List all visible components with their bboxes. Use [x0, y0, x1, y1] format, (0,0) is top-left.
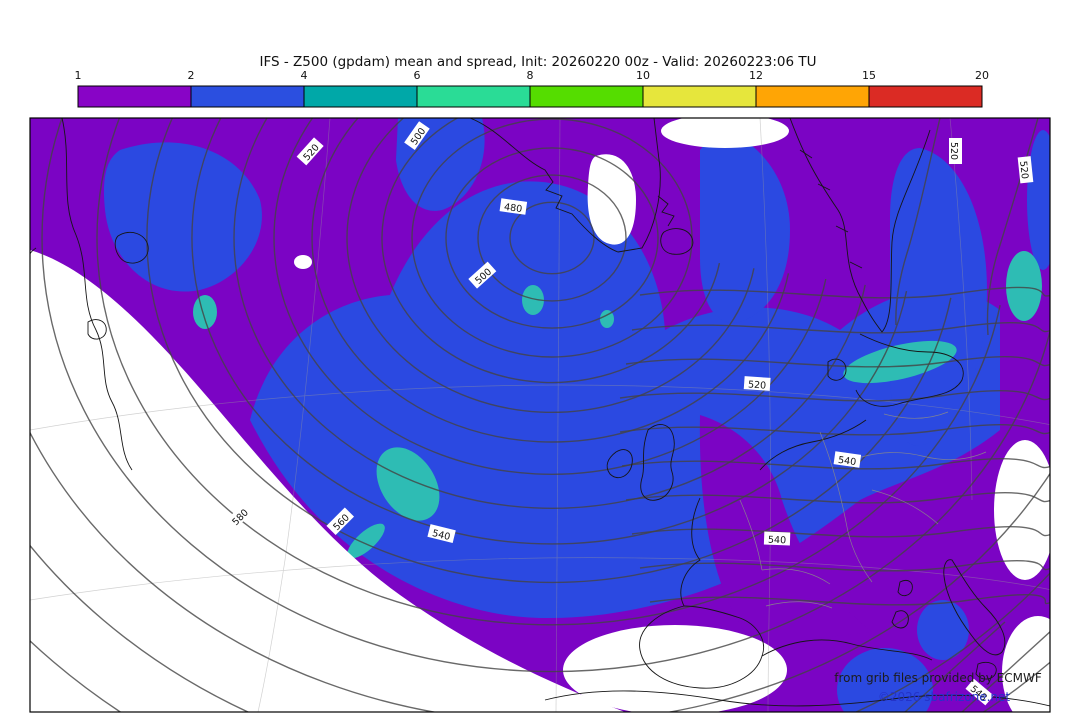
contour-line: [96, 118, 1001, 626]
colorbar-tick: 15: [862, 69, 876, 82]
contour-line: [146, 118, 952, 584]
contour-line: [477, 174, 627, 302]
contour-line: [445, 147, 659, 329]
graticule: [30, 118, 1050, 712]
spread-fill-blue: [103, 118, 1050, 712]
contour-lines-east: [619, 118, 1050, 712]
contour-label: 540: [833, 451, 862, 468]
contour-label: 520: [1017, 156, 1034, 184]
colorbar-tick: 8: [527, 69, 534, 82]
colorbar-tick: 12: [749, 69, 763, 82]
contour-label-text: 540: [837, 455, 856, 468]
attribution-source: from grib files provided by ECMWF: [834, 671, 1042, 685]
contour-label-text: 540: [431, 528, 451, 543]
map-frame: [29, 117, 1051, 713]
country-borders: [739, 411, 987, 609]
contour-label: 520: [948, 138, 962, 164]
page-title: IFS - Z500 (gpdam) mean and spread, Init…: [259, 54, 816, 70]
contour-line: [381, 118, 721, 384]
spread-fill-teal: [193, 251, 1042, 559]
colorbar-segment-12-15: [755, 85, 870, 108]
contour-line: [509, 201, 595, 275]
spread-fill-purple-wedge: [699, 415, 872, 645]
contour-label-text: 520: [748, 379, 767, 391]
contour-label-text: 520: [948, 142, 959, 160]
contour-line: [233, 118, 866, 509]
contour-line: [191, 118, 908, 545]
spread-fill-white: [30, 118, 1050, 712]
colorbar-segment-15-20: [868, 85, 983, 108]
colorbar-tick: 4: [301, 69, 308, 82]
colorbar-tick: 1: [75, 69, 82, 82]
contour-label-text: 540: [768, 535, 787, 547]
contour-label-text: 520: [1017, 160, 1030, 179]
colorbar-tick: 6: [414, 69, 421, 82]
colorbar-segment-10-12: [642, 85, 757, 108]
colorbar-tick: 10: [636, 69, 650, 82]
colorbar-segment-8-10: [529, 85, 644, 108]
contour-line: [273, 118, 827, 475]
colorbar-segment-1-2: [77, 85, 192, 108]
spread-colorbar: 1 2 4 6 8 10 12 15 20: [75, 69, 989, 108]
contour-label-text: 480: [503, 202, 522, 215]
colorbar-segment-6-8: [416, 85, 531, 108]
contour-label: 540: [427, 524, 456, 543]
contour-label: 480: [499, 198, 528, 215]
contour-label: 520: [743, 376, 771, 392]
attribution-copyright: ©2026 sbafrizone.net: [878, 690, 1011, 704]
colorbar-segment-2-4: [190, 85, 305, 108]
colorbar-segment-4-6: [303, 85, 418, 108]
colorbar-tick: 20: [975, 69, 989, 82]
coastlines: [30, 118, 1050, 707]
contour-line: [346, 118, 755, 414]
colorbar-tick: 2: [188, 69, 195, 82]
contour-label: 540: [763, 531, 791, 547]
